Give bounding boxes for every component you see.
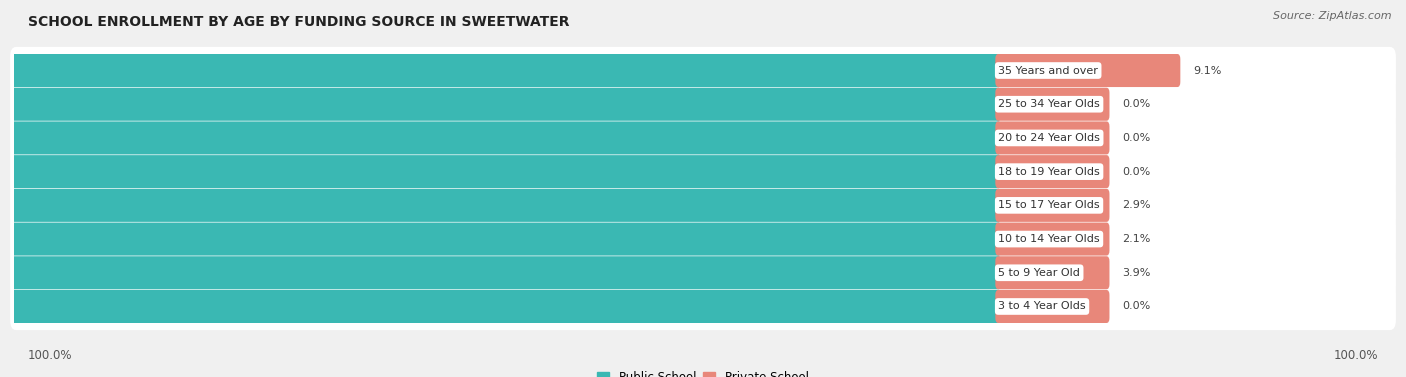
FancyBboxPatch shape: [10, 283, 1396, 330]
FancyBboxPatch shape: [995, 121, 1109, 155]
FancyBboxPatch shape: [995, 54, 1181, 87]
FancyBboxPatch shape: [0, 121, 1001, 155]
FancyBboxPatch shape: [0, 155, 1001, 188]
Text: 100.0%: 100.0%: [28, 349, 73, 362]
FancyBboxPatch shape: [0, 88, 1001, 121]
FancyBboxPatch shape: [0, 290, 1001, 323]
Text: 18 to 19 Year Olds: 18 to 19 Year Olds: [998, 167, 1099, 177]
FancyBboxPatch shape: [10, 81, 1396, 128]
FancyBboxPatch shape: [0, 256, 1001, 289]
Text: 10 to 14 Year Olds: 10 to 14 Year Olds: [998, 234, 1099, 244]
Text: Source: ZipAtlas.com: Source: ZipAtlas.com: [1274, 11, 1392, 21]
Text: 9.1%: 9.1%: [1194, 66, 1222, 75]
FancyBboxPatch shape: [995, 222, 1109, 256]
Text: 15 to 17 Year Olds: 15 to 17 Year Olds: [998, 200, 1099, 210]
Text: 0.0%: 0.0%: [1122, 302, 1150, 311]
Text: SCHOOL ENROLLMENT BY AGE BY FUNDING SOURCE IN SWEETWATER: SCHOOL ENROLLMENT BY AGE BY FUNDING SOUR…: [28, 15, 569, 29]
Text: 2.1%: 2.1%: [1122, 234, 1150, 244]
FancyBboxPatch shape: [995, 155, 1109, 188]
FancyBboxPatch shape: [995, 256, 1109, 289]
FancyBboxPatch shape: [0, 189, 1001, 222]
Text: 0.0%: 0.0%: [1122, 99, 1150, 109]
Text: 20 to 24 Year Olds: 20 to 24 Year Olds: [998, 133, 1099, 143]
FancyBboxPatch shape: [10, 114, 1396, 161]
Text: 25 to 34 Year Olds: 25 to 34 Year Olds: [998, 99, 1099, 109]
FancyBboxPatch shape: [995, 290, 1109, 323]
Text: 3.9%: 3.9%: [1122, 268, 1150, 278]
FancyBboxPatch shape: [0, 54, 1001, 87]
Text: 2.9%: 2.9%: [1122, 200, 1150, 210]
Text: 3 to 4 Year Olds: 3 to 4 Year Olds: [998, 302, 1085, 311]
FancyBboxPatch shape: [10, 47, 1396, 94]
Text: 0.0%: 0.0%: [1122, 167, 1150, 177]
Text: 0.0%: 0.0%: [1122, 133, 1150, 143]
FancyBboxPatch shape: [0, 222, 1001, 256]
FancyBboxPatch shape: [10, 148, 1396, 195]
Text: 5 to 9 Year Old: 5 to 9 Year Old: [998, 268, 1080, 278]
FancyBboxPatch shape: [10, 182, 1396, 229]
Text: 35 Years and over: 35 Years and over: [998, 66, 1098, 75]
Legend: Public School, Private School: Public School, Private School: [593, 366, 813, 377]
FancyBboxPatch shape: [995, 88, 1109, 121]
FancyBboxPatch shape: [10, 216, 1396, 263]
Text: 100.0%: 100.0%: [1333, 349, 1378, 362]
FancyBboxPatch shape: [10, 249, 1396, 296]
FancyBboxPatch shape: [995, 189, 1109, 222]
